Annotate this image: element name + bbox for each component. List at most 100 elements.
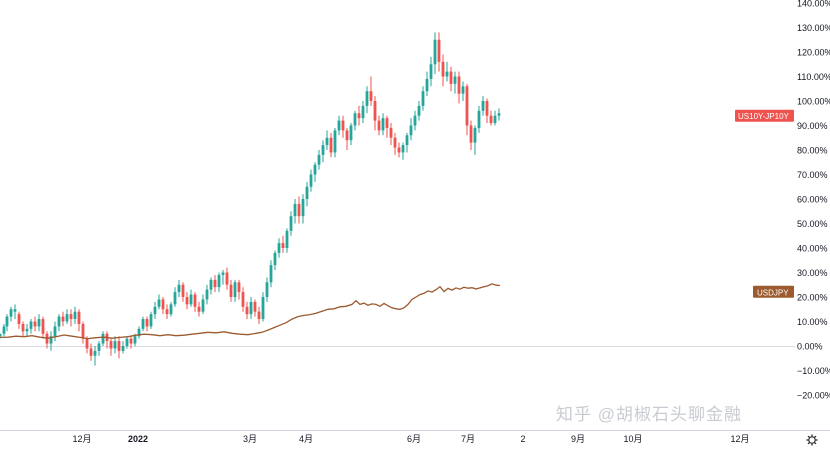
y-tick-label: 140.00%: [797, 0, 830, 9]
candle: [113, 336, 117, 354]
candle-body: [293, 203, 297, 217]
candle-body: [453, 76, 457, 84]
candle-body: [305, 186, 309, 199]
y-tick-label: 50.00%: [797, 219, 828, 229]
series-label-bg: [735, 109, 794, 122]
y-tick-label: 30.00%: [797, 268, 828, 278]
candle: [185, 292, 189, 310]
x-tick-layer: 12月 2022 3月 4月 6月 7月 2 9月 10月 12月: [72, 434, 749, 444]
candle-body: [25, 328, 29, 332]
candle: [61, 311, 65, 327]
candle-body: [141, 319, 145, 329]
candle-body: [2, 326, 6, 334]
candle: [269, 260, 273, 288]
candle-body: [465, 86, 469, 126]
candle: [309, 169, 313, 192]
x-tick-label: 12月: [730, 434, 749, 444]
y-tick-layer: 140.00% 130.00% 120.00% 110.00% 100.00% 90.00…: [797, 0, 830, 401]
candle: [389, 123, 393, 146]
candle: [277, 238, 281, 258]
candle-body: [17, 314, 21, 324]
x-tick-label: 7月: [461, 434, 475, 444]
settings-gear-icon[interactable]: [806, 434, 818, 446]
candle-body: [277, 243, 281, 253]
candle-body: [477, 110, 481, 128]
candle-body: [337, 120, 341, 131]
candle: [209, 277, 213, 295]
candle-body: [81, 323, 85, 339]
candle: [465, 83, 469, 136]
candle: [449, 66, 453, 92]
candle-body: [249, 301, 253, 315]
y-tick-label: 80.00%: [797, 146, 828, 156]
candle-body: [133, 336, 137, 344]
candle: [65, 309, 69, 324]
series-layer: [0, 32, 501, 366]
candle-body: [21, 323, 25, 332]
candle: [281, 235, 285, 253]
candle: [333, 127, 337, 158]
candle-body: [49, 336, 53, 344]
candle: [221, 270, 225, 285]
candle: [481, 96, 485, 116]
candle: [101, 331, 105, 346]
series-label: USDJPY: [757, 288, 789, 297]
candle: [381, 113, 385, 136]
candle: [149, 311, 153, 329]
candle: [105, 331, 109, 349]
y-tick-label: 60.00%: [797, 195, 828, 205]
candle: [233, 279, 237, 302]
candle-body: [473, 127, 477, 143]
candle: [497, 108, 501, 121]
candle: [237, 279, 241, 300]
candle: [249, 297, 253, 320]
candle-body: [385, 118, 389, 128]
candle-body: [365, 91, 369, 106]
candle-body: [381, 118, 385, 131]
candle-body: [329, 137, 333, 153]
series-label-bg: [753, 285, 794, 298]
series-label-layer: US10Y-JP10Y USDJPY: [735, 109, 794, 298]
candle-body: [173, 292, 177, 305]
candle: [77, 309, 81, 332]
candle-body: [125, 338, 129, 346]
candle-body: [253, 301, 257, 312]
candle-body: [189, 294, 193, 305]
candle: [413, 110, 417, 131]
candle-body: [61, 316, 65, 322]
candle: [165, 304, 169, 320]
candle: [285, 228, 289, 253]
candle: [365, 86, 369, 114]
candle-body: [213, 279, 217, 288]
candle: [417, 101, 421, 121]
candle: [377, 115, 381, 136]
candle-body: [77, 311, 81, 324]
candle: [329, 132, 333, 158]
candle-body: [349, 125, 353, 141]
candle-body: [489, 115, 493, 124]
candle-body: [281, 243, 285, 248]
y-tick-label: −20.00%: [797, 391, 830, 401]
candle-body: [245, 306, 249, 315]
candle: [2, 323, 6, 337]
candle: [437, 32, 441, 72]
candle-body: [169, 304, 173, 315]
candle-body: [121, 346, 125, 351]
candle: [369, 76, 373, 106]
candle-body: [313, 164, 317, 175]
candle-body: [217, 274, 221, 288]
series-line-USDJPY: [0, 283, 501, 340]
candle-body: [113, 341, 117, 349]
candle: [229, 279, 233, 302]
candle: [69, 309, 73, 327]
candle: [445, 61, 449, 82]
candle: [97, 341, 101, 356]
candle-body: [237, 282, 241, 293]
candle: [305, 181, 309, 207]
y-tick-label: 100.00%: [797, 97, 830, 107]
candle: [153, 301, 157, 320]
candle-body: [201, 299, 205, 312]
candle-body: [0, 333, 2, 337]
candle-body: [37, 319, 41, 327]
